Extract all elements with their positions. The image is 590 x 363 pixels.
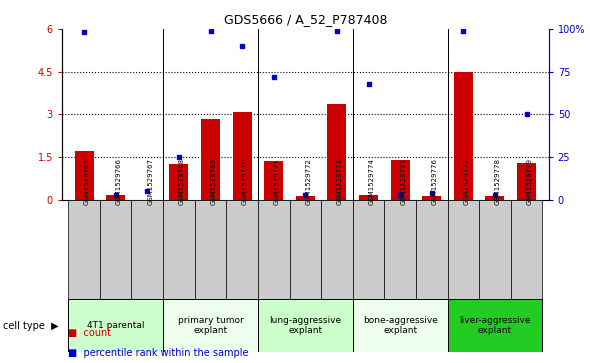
Bar <box>227 200 258 301</box>
Text: GSM1529770: GSM1529770 <box>242 158 248 205</box>
Bar <box>201 119 220 200</box>
Bar <box>68 200 100 301</box>
Bar <box>163 200 195 301</box>
Bar <box>353 200 384 301</box>
Bar <box>327 105 346 200</box>
Bar <box>258 299 353 352</box>
Text: GSM1529777: GSM1529777 <box>463 158 470 205</box>
Text: GSM1529779: GSM1529779 <box>527 158 533 205</box>
Bar <box>391 160 409 200</box>
Bar <box>106 195 125 200</box>
Text: GSM1529768: GSM1529768 <box>179 158 185 205</box>
Text: GSM1529769: GSM1529769 <box>211 158 217 205</box>
Bar <box>100 200 132 301</box>
Bar <box>321 200 353 301</box>
Title: GDS5666 / A_52_P787408: GDS5666 / A_52_P787408 <box>224 13 387 26</box>
Bar <box>416 200 448 301</box>
Bar <box>353 299 448 352</box>
Text: lung-aggressive
explant: lung-aggressive explant <box>269 316 342 335</box>
Bar <box>486 196 504 200</box>
Text: GSM1529765: GSM1529765 <box>84 158 90 205</box>
Text: GSM1529773: GSM1529773 <box>337 158 343 205</box>
Bar <box>163 299 258 352</box>
Bar <box>511 200 542 301</box>
Bar <box>422 196 441 200</box>
Text: ■  count: ■ count <box>68 327 111 338</box>
Bar <box>132 200 163 301</box>
Text: GSM1529766: GSM1529766 <box>116 158 122 205</box>
Bar <box>195 200 227 301</box>
Bar <box>384 200 416 301</box>
Bar <box>448 299 542 352</box>
Text: GSM1529774: GSM1529774 <box>369 158 375 205</box>
Text: GSM1529767: GSM1529767 <box>148 158 153 205</box>
Bar <box>359 195 378 200</box>
Text: ■  percentile rank within the sample: ■ percentile rank within the sample <box>68 347 248 358</box>
Bar <box>232 111 251 200</box>
Text: GSM1529772: GSM1529772 <box>306 158 312 205</box>
Bar <box>448 200 479 301</box>
Text: GSM1529776: GSM1529776 <box>432 158 438 205</box>
Text: 4T1 parental: 4T1 parental <box>87 321 145 330</box>
Text: liver-aggressive
explant: liver-aggressive explant <box>459 316 531 335</box>
Bar <box>454 72 473 200</box>
Bar <box>479 200 511 301</box>
Bar <box>290 200 321 301</box>
Bar <box>258 200 290 301</box>
Text: cell type  ▶: cell type ▶ <box>3 321 58 331</box>
Text: GSM1529771: GSM1529771 <box>274 158 280 205</box>
Text: bone-aggressive
explant: bone-aggressive explant <box>363 316 438 335</box>
Bar <box>264 161 283 200</box>
Text: GSM1529778: GSM1529778 <box>495 158 501 205</box>
Text: GSM1529775: GSM1529775 <box>400 158 406 205</box>
Bar <box>517 163 536 200</box>
Bar <box>296 196 315 200</box>
Bar <box>74 151 94 200</box>
Bar <box>169 164 188 200</box>
Bar <box>68 299 163 352</box>
Text: primary tumor
explant: primary tumor explant <box>178 316 244 335</box>
